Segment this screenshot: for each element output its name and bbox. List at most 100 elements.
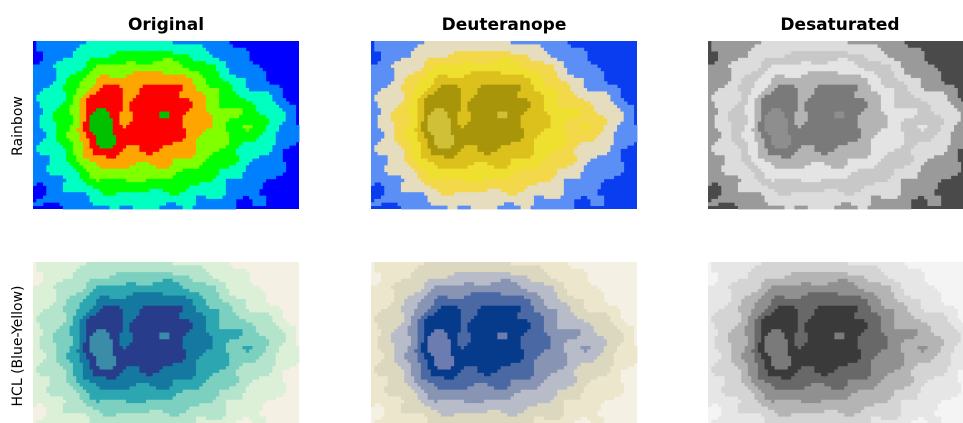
- heatmap-cell: [269, 118, 287, 123]
- heatmap-cell: [721, 185, 739, 190]
- heatmap-cell: [874, 403, 902, 407]
- heatmap-cell: [162, 366, 197, 370]
- heatmap-cell: [149, 188, 164, 193]
- heatmap-cell: [245, 389, 287, 394]
- heatmap-cell: [195, 372, 213, 377]
- heatmap-cell: [427, 396, 512, 401]
- heatmap-cell: [900, 178, 942, 183]
- heatmap-cell: [731, 346, 745, 350]
- heatmap-cell: [761, 114, 765, 119]
- heatmap-cell: [567, 386, 585, 391]
- heatmap-cell: [470, 205, 498, 210]
- heatmap-cell: [374, 198, 428, 203]
- heatmap-cell: [834, 114, 845, 119]
- heatmap-cell: [844, 335, 859, 340]
- heatmap-cell: [371, 182, 375, 186]
- heatmap-cell: [567, 288, 601, 293]
- heatmap-cell: [417, 346, 422, 350]
- heatmap-cell: [69, 346, 80, 350]
- heatmap-cell: [46, 192, 87, 196]
- heatmap-cell: [874, 386, 905, 391]
- heatmap-cell: [424, 262, 512, 266]
- heatmap-cell: [76, 349, 84, 354]
- heatmap-cell: [420, 298, 435, 303]
- heatmap-cell: [69, 295, 87, 300]
- heatmap-cell: [470, 118, 522, 123]
- heatmap-cell: [430, 332, 448, 337]
- heatmap-cell: [199, 356, 230, 360]
- heatmap-cell: [129, 121, 184, 126]
- heatmap-cell: [573, 74, 605, 79]
- heatmap-cell: [33, 108, 44, 112]
- heatmap-cell: [82, 67, 94, 72]
- heatmap-cell: [285, 114, 297, 119]
- heatmap-cell: [430, 84, 442, 89]
- heatmap-cell: [487, 161, 512, 166]
- heatmap-cell: [587, 349, 605, 354]
- heatmap-cell: [42, 272, 74, 276]
- heatmap-cell: [262, 352, 277, 357]
- heatmap-cell: [219, 91, 237, 96]
- heatmap-cell: [543, 325, 558, 330]
- heatmap-cell: [279, 104, 297, 109]
- heatmap-cell: [480, 84, 522, 89]
- heatmap-cell: [149, 382, 174, 387]
- heatmap-cell: [377, 342, 395, 347]
- heatmap-cell: [497, 148, 535, 153]
- heatmap-cell: [497, 205, 522, 210]
- heatmap-cell: [914, 379, 928, 384]
- heatmap-cell: [754, 172, 765, 176]
- heatmap-cell: [377, 104, 398, 109]
- heatmap-cell: [33, 339, 41, 344]
- heatmap-cell: [69, 128, 77, 133]
- heatmap-cell: [771, 178, 775, 183]
- heatmap-cell: [731, 108, 745, 112]
- heatmap-cell: [724, 161, 745, 166]
- heatmap-cell: [407, 108, 418, 112]
- heatmap-cell: [39, 118, 54, 123]
- heatmap-cell: [954, 128, 963, 133]
- heatmap-cell: [714, 104, 735, 109]
- heatmap-cell: [547, 332, 581, 337]
- heatmap-cell: [76, 309, 90, 313]
- heatmap-cell: [82, 366, 90, 370]
- heatmap-cell: [407, 125, 418, 129]
- heatmap-cell: [36, 41, 87, 45]
- heatmap-cell: [814, 88, 859, 92]
- heatmap-cell: [613, 362, 635, 367]
- heatmap-cell: [239, 155, 260, 159]
- heatmap-cell: [821, 151, 829, 156]
- heatmap-cell: [920, 349, 925, 354]
- heatmap-cell: [708, 71, 732, 75]
- heatmap-cell: [417, 393, 428, 397]
- heatmap-cell: [500, 145, 535, 149]
- heatmap-cell: [854, 413, 902, 417]
- heatmap-cell: [33, 131, 47, 136]
- heatmap-cell: [454, 51, 512, 55]
- heatmap-cell: [146, 178, 213, 183]
- heatmap-cell: [404, 315, 412, 320]
- heatmap-cell: [424, 339, 428, 344]
- heatmap-cell: [870, 88, 895, 92]
- heatmap-cell: [417, 84, 432, 89]
- heatmap-cell: [427, 362, 435, 367]
- heatmap-cell: [69, 111, 80, 116]
- heatmap-cell: [62, 305, 80, 310]
- heatmap-cell: [420, 346, 428, 350]
- heatmap-cell: [774, 165, 805, 170]
- heatmap-cell: [434, 77, 532, 82]
- heatmap-cell: [427, 198, 535, 203]
- heatmap-cell: [36, 366, 64, 370]
- heatmap-cell: [424, 356, 435, 360]
- heatmap-cell: [854, 192, 902, 196]
- heatmap-cell: [79, 335, 87, 340]
- heatmap-cell: [33, 84, 51, 89]
- heatmap-cell: [560, 77, 585, 82]
- heatmap-cell: [374, 315, 405, 320]
- heatmap-cell: [797, 125, 802, 129]
- heatmap-cell: [791, 272, 849, 276]
- heatmap-cell: [242, 175, 277, 180]
- heatmap-cell: [557, 172, 581, 176]
- heatmap-cell: [894, 168, 922, 173]
- heatmap-cell: [804, 104, 869, 109]
